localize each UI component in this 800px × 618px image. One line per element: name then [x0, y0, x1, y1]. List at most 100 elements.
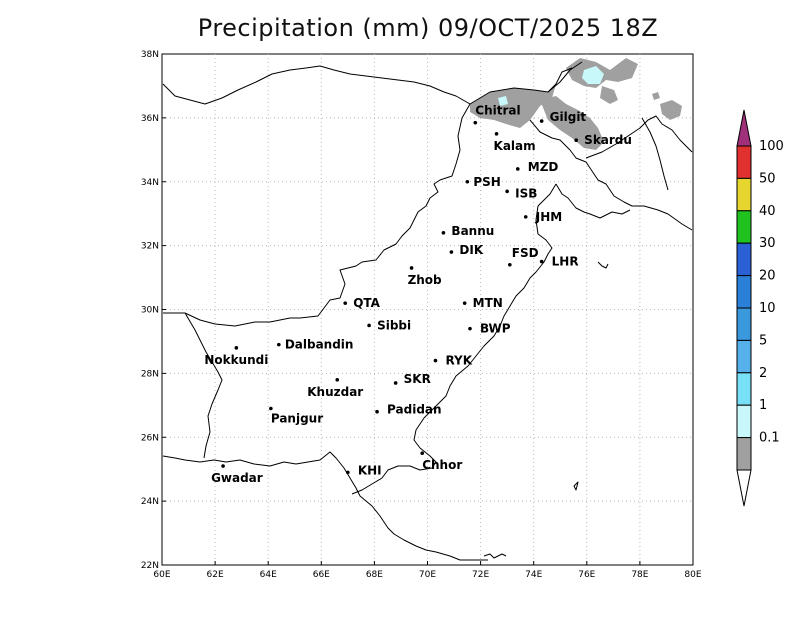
y-tick-label: 34N [141, 178, 159, 188]
precipitation-areas [470, 58, 682, 150]
colorbar-segment [736, 339, 752, 374]
y-tick-label: 30N [141, 306, 159, 316]
pakistan-border [529, 119, 669, 215]
x-tick-label: 62E [207, 570, 224, 580]
city-dot [449, 250, 454, 254]
grid-lines [162, 54, 693, 565]
colorbar-segment [736, 437, 752, 471]
y-tick-label: 36N [141, 114, 159, 124]
y-tick-label: 26N [141, 433, 159, 443]
colorbar-segment [736, 242, 752, 277]
colorbar-segment [736, 210, 752, 244]
colorbar-segment [736, 404, 752, 439]
city-label: FSD [512, 246, 539, 260]
city-label: QTA [353, 296, 380, 310]
colorbar-segment [736, 307, 752, 341]
x-tick-label: 76E [578, 570, 595, 580]
city-label: Gwadar [211, 471, 263, 485]
x-tick-label: 70E [419, 570, 436, 580]
y-tick-label: 38N [141, 50, 159, 60]
city-dot [539, 259, 544, 264]
city-dot [473, 120, 478, 125]
colorbar-legend: 100 50 40 30 20 10 5 2 1 0.1 [736, 109, 784, 507]
city-dot [269, 406, 273, 411]
city-label: Dalbandin [285, 338, 354, 352]
city-dot [441, 231, 446, 235]
city-label: Zhob [408, 273, 442, 287]
colorbar-label: 40 [759, 204, 776, 219]
city-label: MZD [528, 160, 559, 174]
city-label: Bannu [451, 224, 494, 238]
border [573, 481, 579, 491]
city-label: KHI [358, 463, 382, 477]
city-dot [367, 323, 371, 328]
city-label: JHM [535, 210, 562, 224]
city-dot [462, 301, 467, 305]
city-dot [505, 189, 509, 194]
city-dot [523, 215, 528, 219]
x-tick-label: 72E [472, 570, 489, 580]
x-tick-label: 64E [260, 570, 277, 580]
colorbar-segment [736, 275, 752, 309]
city-label: Sibbi [377, 318, 411, 332]
precip-area-gray [660, 100, 682, 120]
colorbar-top-cap [736, 109, 752, 147]
city-label: RYK [445, 354, 472, 368]
city-label: PSH [473, 175, 500, 189]
city-label: Kalam [494, 139, 536, 153]
city-dot [465, 179, 470, 184]
border [597, 261, 609, 269]
afghanistan-border [162, 65, 471, 105]
coastline [162, 451, 488, 561]
city-dot [375, 409, 379, 414]
city-dot [277, 342, 281, 347]
precip-area-gray [470, 84, 556, 128]
city-dot [234, 346, 239, 350]
pakistan-border [163, 103, 471, 327]
precip-area-gray [652, 92, 660, 100]
colorbar-label: 5 [759, 333, 767, 348]
city-markers: Chitral Kalam Gilgit Skardu MZD PSH ISB JHM Bann… [204, 104, 632, 485]
x-tick-label: 66E [313, 570, 330, 580]
city-label: Chitral [475, 104, 520, 118]
map-title: Precipitation (mm) 09/OCT/2025 18Z [197, 14, 659, 42]
city-label: Skardu [584, 133, 632, 147]
precip-area-cyan [498, 96, 508, 106]
city-label: Khuzdar [307, 385, 363, 399]
border [667, 213, 693, 231]
colorbar-segment [736, 177, 752, 212]
y-tick-label: 24N [141, 497, 159, 507]
colorbar-segment [736, 145, 752, 179]
city-label: LHR [552, 255, 579, 269]
city-dot [335, 377, 340, 382]
city-label: ISB [515, 186, 537, 200]
city-dot [539, 119, 544, 123]
city-label: Nokkundi [204, 353, 268, 367]
city-dot [433, 358, 438, 363]
y-tick-label: 32N [141, 242, 159, 252]
colorbar-label: 0.1 [759, 431, 780, 446]
city-label: Panjgur [271, 412, 323, 426]
city-label: BWP [480, 322, 511, 336]
city-label: Chhor [422, 458, 462, 472]
y-axis-ticks: 38N 36N 34N 32N 30N 28N 26N 24N 22N [141, 50, 166, 571]
colorbar-label: 20 [759, 269, 776, 284]
city-dot [343, 301, 347, 305]
pakistan-border [555, 183, 631, 219]
city-dot [409, 266, 414, 270]
x-tick-label: 78E [631, 570, 648, 580]
colorbar-label: 1 [759, 398, 767, 413]
city-dot [420, 451, 424, 456]
city-label: DIK [459, 243, 483, 257]
city-dot [468, 326, 472, 331]
colorbar-label: 30 [759, 236, 776, 251]
precip-area-cyan [582, 66, 604, 84]
x-tick-label: 74E [525, 570, 542, 580]
afghanistan-border [547, 61, 583, 93]
border [483, 553, 507, 559]
colorbar-label: 100 [759, 139, 784, 154]
city-dot [574, 138, 578, 143]
pakistan-border [184, 312, 223, 459]
x-tick-label: 68E [366, 570, 383, 580]
